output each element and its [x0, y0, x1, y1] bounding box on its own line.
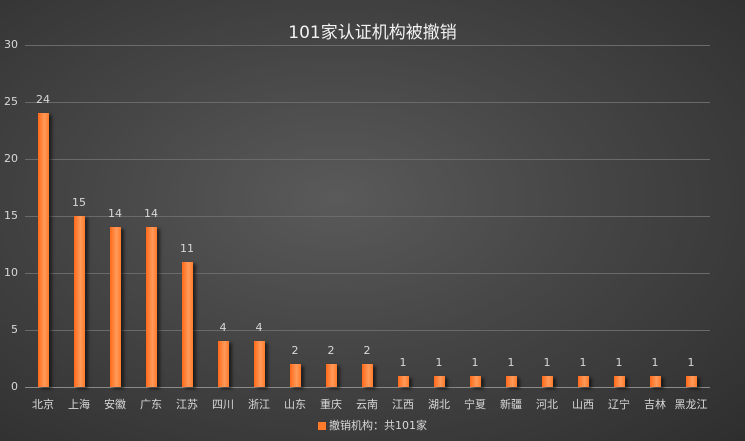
x-tick-label: 辽宁 [608, 398, 630, 411]
data-label: 1 [435, 355, 443, 369]
gridline [25, 387, 710, 388]
y-tick-label: 25 [4, 95, 18, 108]
data-label: 1 [507, 355, 515, 369]
x-tick-label: 河北 [536, 398, 558, 411]
bar [253, 341, 265, 387]
bar [289, 364, 301, 387]
gridline [25, 45, 710, 46]
data-label: 1 [687, 355, 695, 369]
bar [469, 375, 481, 387]
y-tick-label: 15 [4, 209, 18, 222]
data-label: 14 [144, 207, 158, 221]
bar [541, 375, 553, 387]
x-tick-label: 上海 [68, 398, 90, 411]
data-label: 2 [291, 344, 299, 358]
bar [397, 375, 409, 387]
x-tick-label: 山东 [284, 398, 306, 411]
x-tick-label: 新疆 [500, 398, 522, 411]
gridline [25, 273, 710, 274]
bar [433, 375, 445, 387]
y-tick-label: 10 [4, 266, 18, 279]
x-tick-label: 吉林 [644, 398, 666, 411]
bar [649, 375, 661, 387]
x-tick-label: 安徽 [104, 398, 126, 411]
y-tick-label: 0 [11, 380, 18, 393]
bar [613, 375, 625, 387]
x-tick-label: 江西 [392, 398, 414, 411]
legend: 撤销机构：共101家 [0, 417, 745, 433]
bar [181, 261, 193, 387]
data-label: 4 [219, 321, 227, 335]
data-label: 1 [399, 355, 407, 369]
data-label: 15 [72, 196, 86, 209]
x-tick-label: 黑龙江 [674, 398, 708, 411]
data-label: 2 [363, 344, 371, 358]
data-label: 4 [255, 321, 263, 335]
bar [37, 113, 49, 387]
x-tick-label: 浙江 [248, 398, 270, 411]
gridline [25, 330, 710, 331]
y-tick-label: 30 [4, 38, 18, 51]
bar [577, 375, 589, 387]
data-label: 2 [327, 344, 335, 358]
x-tick-label: 重庆 [320, 398, 342, 411]
bar [109, 227, 121, 387]
chart-title: 101家认证机构被撤销 [288, 23, 457, 43]
gridline [25, 159, 710, 160]
data-label: 1 [615, 355, 623, 369]
bar [361, 364, 373, 387]
y-tick-label: 5 [11, 323, 18, 336]
data-label: 1 [543, 355, 551, 369]
data-label: 14 [108, 207, 122, 221]
x-tick-label: 四川 [212, 398, 234, 411]
data-label: 1 [651, 355, 659, 369]
bar [145, 227, 157, 387]
data-label: 1 [471, 355, 479, 369]
bar [217, 341, 229, 387]
x-tick-label: 宁夏 [464, 398, 486, 411]
x-tick-label: 山西 [572, 398, 594, 411]
data-label: 1 [579, 355, 587, 369]
x-tick-label: 北京 [32, 398, 54, 411]
x-tick-label: 云南 [356, 398, 378, 411]
legend-label: 撤销机构：共101家 [329, 419, 427, 432]
data-label: 24 [36, 93, 50, 107]
gridline [25, 216, 710, 217]
x-tick-label: 广东 [140, 398, 162, 411]
y-tick-label: 20 [4, 152, 18, 165]
bar [325, 364, 337, 387]
bar [685, 375, 697, 387]
x-tick-label: 江苏 [176, 398, 198, 411]
gridline [25, 102, 710, 103]
x-tick-label: 湖北 [428, 398, 450, 411]
bar [505, 375, 517, 387]
data-label: 11 [180, 241, 194, 255]
legend-swatch [318, 422, 326, 430]
bar [73, 216, 85, 387]
